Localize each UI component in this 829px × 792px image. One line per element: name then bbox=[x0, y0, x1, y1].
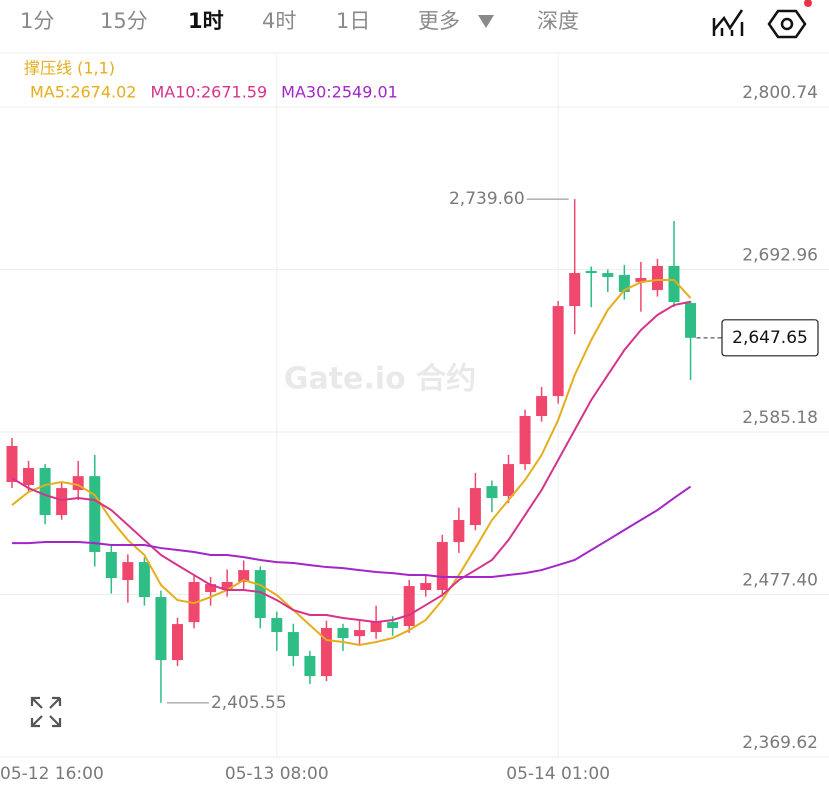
candle-body bbox=[436, 542, 448, 590]
candle-body bbox=[271, 618, 283, 633]
legend-entry: MA30:2549.01 bbox=[281, 83, 398, 102]
candle-body bbox=[370, 622, 382, 633]
tab[interactable]: 4时 bbox=[262, 9, 296, 33]
y-tick-label: 2,692.96 bbox=[742, 246, 818, 266]
dropdown-icon[interactable] bbox=[478, 15, 494, 28]
y-tick-label: 2,800.74 bbox=[742, 83, 818, 103]
ma-line bbox=[12, 485, 692, 579]
y-tick-label: 2,477.40 bbox=[742, 571, 818, 591]
candle-body bbox=[122, 562, 134, 581]
candle-body bbox=[89, 476, 101, 552]
notification-dot bbox=[804, 0, 812, 7]
annotation-label: 2,739.60 bbox=[449, 189, 525, 209]
annotation-label: 2,405.55 bbox=[211, 693, 287, 713]
tab[interactable]: 更多 bbox=[418, 9, 460, 33]
expand-icon[interactable] bbox=[30, 696, 62, 728]
tab[interactable]: 深度 bbox=[537, 9, 579, 33]
candle-body bbox=[205, 584, 217, 593]
candle-body bbox=[287, 632, 299, 657]
last-price-label: 2,647.65 bbox=[732, 328, 808, 348]
candle-body bbox=[569, 273, 581, 307]
watermark: Gate.io 合约 bbox=[284, 362, 476, 397]
candle-body bbox=[304, 656, 316, 677]
tab[interactable]: 1分 bbox=[20, 9, 54, 33]
candle-body bbox=[486, 486, 498, 499]
candle-body bbox=[635, 278, 647, 282]
candle-body bbox=[238, 570, 250, 582]
legend-entry: MA10:2671.59 bbox=[150, 83, 267, 102]
candle-body bbox=[387, 622, 399, 628]
tab[interactable]: 1日 bbox=[336, 9, 370, 33]
candle-body bbox=[403, 586, 415, 627]
settings-icon[interactable] bbox=[767, 9, 807, 39]
candle-body bbox=[519, 415, 531, 465]
tab[interactable]: 1时 bbox=[188, 9, 224, 33]
candle-body bbox=[536, 396, 548, 416]
candle-body bbox=[337, 627, 349, 639]
candle-body bbox=[221, 581, 233, 590]
candle-body bbox=[172, 624, 183, 661]
plot: 2,739.60 2,405.55 2,647.65 bbox=[6, 189, 819, 713]
candle-body bbox=[320, 627, 332, 677]
indicator-icon[interactable] bbox=[712, 9, 744, 36]
candle-body bbox=[552, 306, 564, 397]
candle-body bbox=[420, 583, 432, 590]
tab[interactable]: 15分 bbox=[100, 9, 148, 33]
candle-body bbox=[155, 597, 167, 661]
candle-body bbox=[254, 570, 266, 619]
candle-body bbox=[503, 464, 514, 497]
candle-body bbox=[56, 488, 68, 516]
y-tick-label: 2,369.62 bbox=[742, 733, 818, 753]
x-tick-label: 05-12 16:00 bbox=[0, 764, 104, 784]
ma-line bbox=[11, 278, 692, 647]
legend-entry: MA5:2674.02 bbox=[30, 83, 136, 102]
indicator-label: 撑压线 (1,1) bbox=[24, 59, 115, 78]
x-tick-label: 05-14 01:00 bbox=[506, 764, 610, 784]
candle-body bbox=[668, 265, 680, 303]
last-price-box bbox=[721, 319, 819, 357]
y-tick-label: 2,585.18 bbox=[742, 408, 818, 428]
x-tick-label: 05-13 08:00 bbox=[225, 764, 329, 784]
legend: MA5:2674.02 MA10:2671.59 MA30:2549.01 bbox=[30, 83, 398, 102]
candle-body bbox=[651, 265, 663, 291]
candle-body bbox=[6, 445, 18, 483]
candle-body bbox=[453, 520, 465, 543]
candle-body bbox=[138, 562, 150, 598]
candle-body bbox=[72, 476, 84, 491]
candle-body bbox=[469, 488, 481, 525]
candle-body bbox=[618, 275, 630, 293]
candle-body bbox=[39, 468, 51, 516]
grid: 2,369.62 2,477.40 2,585.18 2,692.96 2,800.74… bbox=[0, 55, 829, 784]
candle-body bbox=[105, 551, 117, 579]
candle-body bbox=[23, 468, 35, 486]
ma-line bbox=[11, 300, 691, 624]
candle-body bbox=[685, 303, 697, 338]
candle-body bbox=[602, 273, 614, 277]
candle-body bbox=[354, 630, 366, 637]
candle-body bbox=[585, 270, 597, 274]
